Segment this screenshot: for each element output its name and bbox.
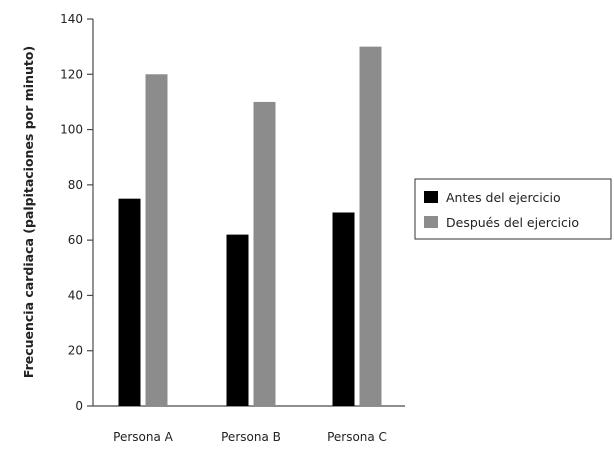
bar-antes-persona-b [226, 234, 249, 406]
y-tick-label: 0 [75, 399, 83, 413]
bar-antes-persona-c [332, 212, 355, 406]
bar-antes-persona-a [118, 198, 141, 406]
y-tick-label: 40 [68, 288, 83, 302]
legend-label-despues: Después del ejercicio [446, 215, 579, 230]
y-tick-label: 100 [60, 123, 83, 137]
bar-despues-persona-c [359, 46, 382, 407]
legend-label-antes: Antes del ejercicio [446, 190, 561, 205]
category-labels: Persona A Persona B Persona C [113, 430, 387, 444]
legend: Antes del ejercicio Después del ejercici… [414, 178, 612, 240]
legend-swatch-despues [424, 216, 438, 228]
y-axis-label: Frecuencia cardiaca (palpitaciones por m… [21, 46, 36, 378]
y-tick-label: 20 [68, 344, 83, 358]
bars [118, 46, 382, 407]
legend-box [414, 178, 612, 240]
legend-swatch-antes [424, 191, 438, 203]
y-tick-label: 60 [68, 233, 83, 247]
y-tick-label: 80 [68, 178, 83, 192]
x-tick-label: Persona A [113, 430, 173, 444]
bar-despues-persona-a [145, 74, 168, 407]
y-tick-label: 140 [60, 12, 83, 26]
y-tick-label: 120 [60, 67, 83, 81]
y-axis: 0 20 40 60 80 100 120 140 [60, 12, 94, 413]
bar-despues-persona-b [253, 101, 276, 406]
x-tick-label: Persona C [327, 430, 387, 444]
x-tick-label: Persona B [221, 430, 281, 444]
